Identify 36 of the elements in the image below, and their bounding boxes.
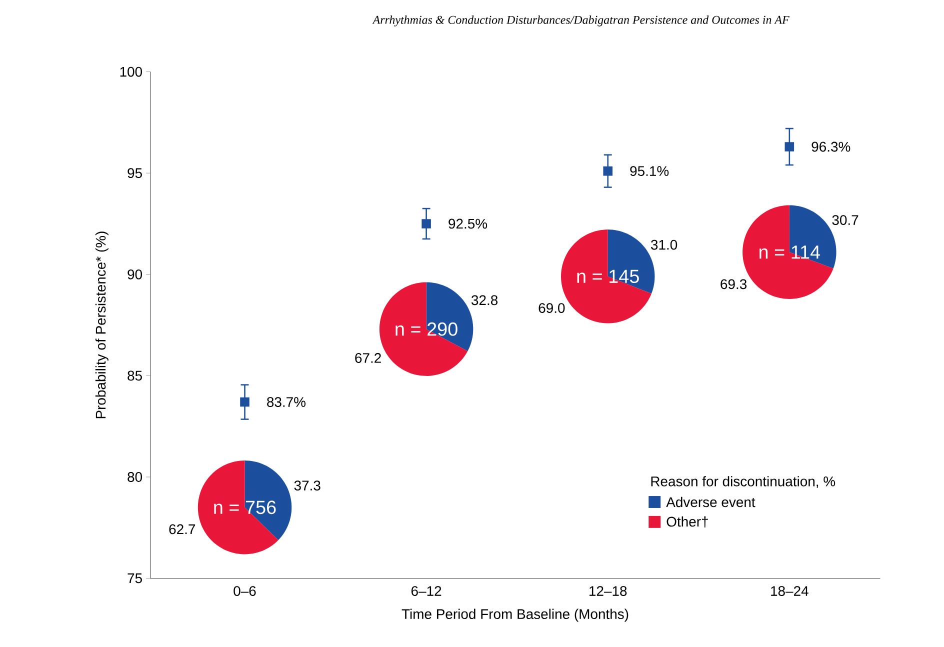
point xyxy=(784,142,794,152)
data-label: 69.0 xyxy=(538,303,565,313)
data-label: 92.5% xyxy=(448,218,488,229)
legend-label: Other† xyxy=(666,516,708,528)
point xyxy=(422,219,431,228)
x-tick-label: 18–24 xyxy=(771,586,808,596)
data-label: 32.8 xyxy=(472,295,498,306)
y-tick-label: 95 xyxy=(128,168,142,178)
legend-title: Reason for discontinuation, % xyxy=(651,476,836,488)
data-label: 30.7 xyxy=(832,215,858,225)
data-label: 95.1% xyxy=(630,166,669,176)
data-label: 83.7% xyxy=(267,397,306,407)
y-axis-title: Probability of Persistence* (%) xyxy=(95,232,108,418)
point xyxy=(603,166,612,176)
y-tick-label: 85 xyxy=(128,370,142,381)
x-tick-label: 0–6 xyxy=(234,586,256,596)
x-tick-label: 6–12 xyxy=(411,586,442,596)
data-label: 62.7 xyxy=(169,524,196,534)
y-tick-label: 100 xyxy=(120,66,142,77)
data-label: 69.3 xyxy=(720,279,747,290)
chart-title: Arrhythmias & Conduction Disturbances/Dabigatran Persistence and Outcomes in AF xyxy=(372,15,790,26)
data-label: 96.3% xyxy=(812,142,850,152)
x-axis-title: Time Period From Baseline (Months) xyxy=(402,608,628,622)
point xyxy=(240,397,250,407)
data-label: 31.0 xyxy=(650,240,678,250)
text: n = 145 xyxy=(577,270,639,283)
data-label: 67.2 xyxy=(355,353,381,363)
legend-label: Adverse event xyxy=(666,496,756,508)
text: n = 290 xyxy=(396,322,458,336)
y-tick-label: 80 xyxy=(128,472,142,482)
data-label: 37.3 xyxy=(294,480,320,490)
y-tick-label: 75 xyxy=(128,573,142,584)
text: n = 114 xyxy=(760,246,820,259)
x-tick-label: 12–18 xyxy=(590,586,627,596)
text: n = 756 xyxy=(214,500,276,514)
y-tick-label: 90 xyxy=(128,269,142,280)
